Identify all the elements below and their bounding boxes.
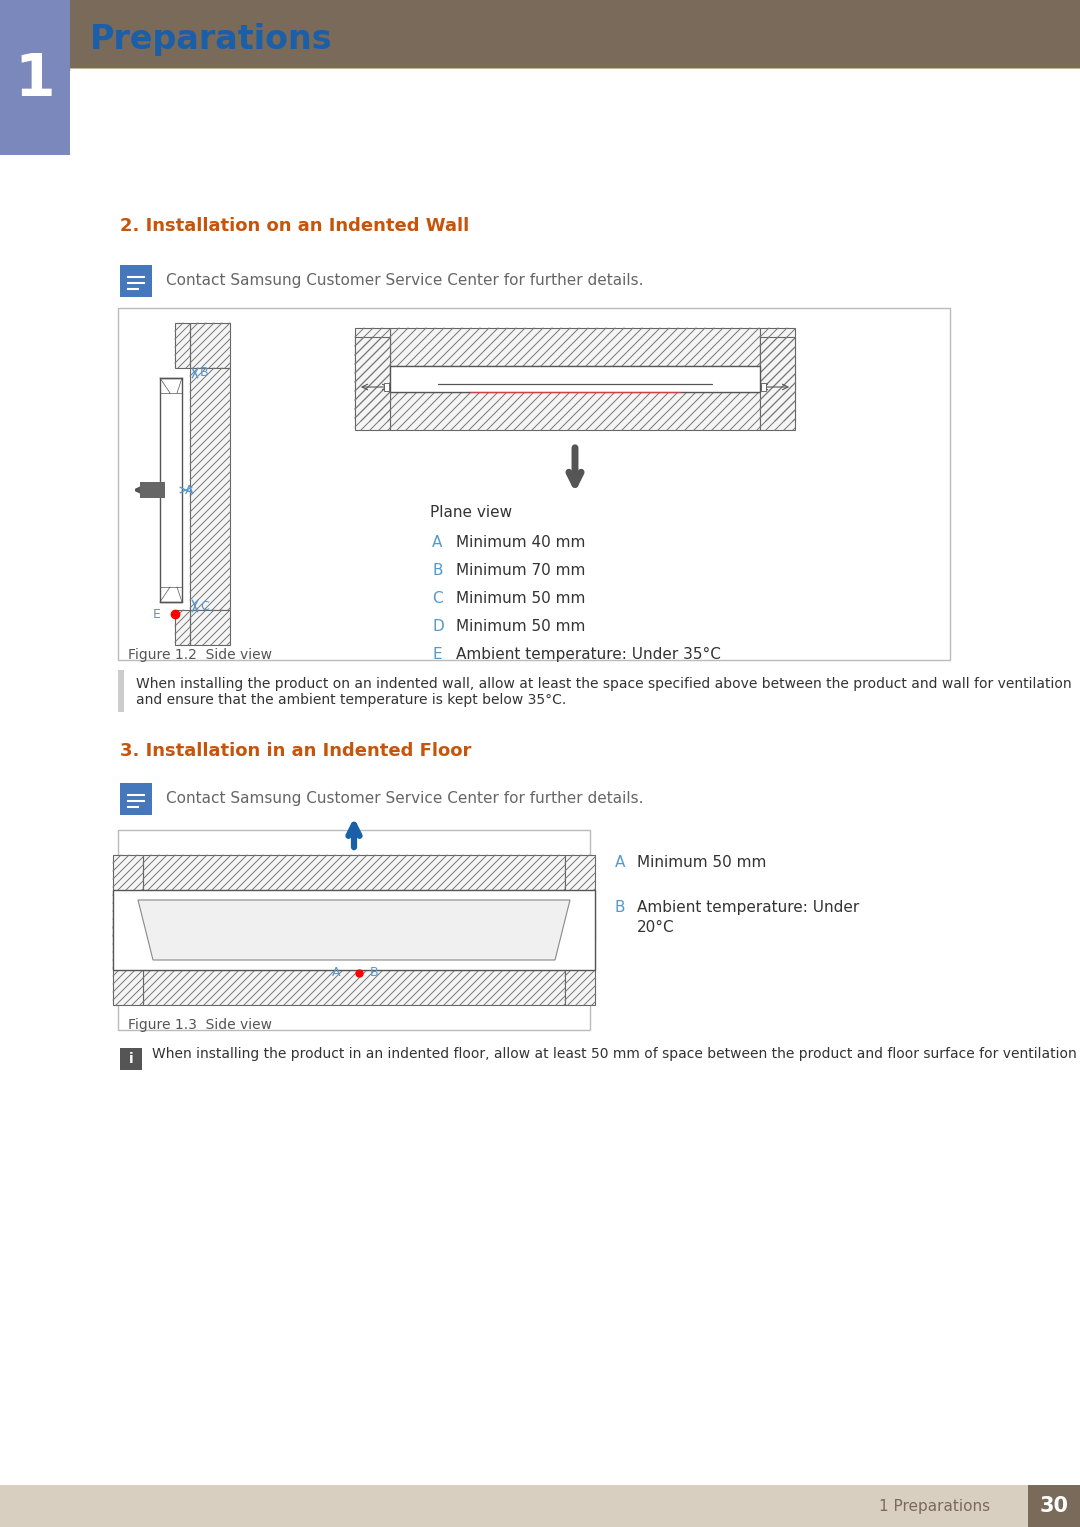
Text: A: A: [332, 967, 340, 979]
Text: Ambient temperature: Under: Ambient temperature: Under: [637, 899, 860, 915]
Bar: [113, 890, 595, 970]
Bar: [760, 328, 795, 421]
Text: Minimum 50 mm: Minimum 50 mm: [637, 855, 767, 870]
Text: D: D: [432, 618, 444, 634]
Bar: [190, 324, 230, 368]
Bar: [355, 328, 390, 421]
Text: Minimum 50 mm: Minimum 50 mm: [456, 591, 585, 606]
Bar: [390, 328, 760, 366]
Text: E: E: [153, 608, 161, 620]
Polygon shape: [138, 899, 570, 960]
Bar: [190, 368, 230, 609]
Text: When installing the product in an indented floor, allow at least 50 mm of space : When installing the product in an indent…: [152, 1048, 1080, 1061]
Text: B: B: [200, 366, 208, 380]
Bar: [0, 0, 70, 156]
Text: Contact Samsung Customer Service Center for further details.: Contact Samsung Customer Service Center …: [166, 273, 644, 289]
Bar: [175, 324, 190, 368]
Text: 1: 1: [15, 52, 55, 108]
Text: A: A: [185, 484, 193, 496]
Bar: [384, 383, 389, 391]
Bar: [0, 1484, 1080, 1527]
Bar: [118, 670, 124, 712]
Bar: [118, 308, 950, 660]
Text: A: A: [432, 534, 443, 550]
Text: Figure 1.2  Side view: Figure 1.2 Side view: [129, 647, 272, 663]
Bar: [143, 855, 565, 890]
Text: Contact Samsung Customer Service Center for further details.: Contact Samsung Customer Service Center …: [166, 791, 644, 806]
Bar: [70, 0, 1080, 69]
Bar: [1028, 1484, 1080, 1527]
Bar: [390, 392, 760, 431]
Text: B: B: [369, 967, 378, 979]
Text: When installing the product on an indented wall, allow at least the space specif: When installing the product on an indent…: [136, 676, 1071, 707]
Text: C: C: [200, 600, 208, 612]
Text: Ambient temperature: Under 35°C: Ambient temperature: Under 35°C: [456, 647, 720, 663]
Text: Minimum 70 mm: Minimum 70 mm: [456, 563, 585, 579]
Bar: [190, 609, 230, 644]
Bar: [118, 831, 590, 1031]
Text: 20°C: 20°C: [637, 919, 675, 935]
Bar: [143, 970, 565, 1005]
Text: Preparations: Preparations: [90, 23, 333, 56]
Bar: [761, 383, 766, 391]
Text: Minimum 50 mm: Minimum 50 mm: [456, 618, 585, 634]
Text: Figure 1.3  Side view: Figure 1.3 Side view: [129, 1019, 272, 1032]
Text: B: B: [615, 899, 625, 915]
Bar: [120, 783, 152, 815]
Bar: [565, 919, 595, 1005]
Bar: [120, 266, 152, 296]
Text: Minimum 40 mm: Minimum 40 mm: [456, 534, 585, 550]
Text: i: i: [129, 1052, 133, 1066]
Text: 2. Installation on an Indented Wall: 2. Installation on an Indented Wall: [120, 217, 469, 235]
Text: 1 Preparations: 1 Preparations: [879, 1498, 990, 1513]
Bar: [760, 337, 795, 431]
Bar: [140, 483, 165, 498]
Bar: [120, 1048, 141, 1070]
Text: E: E: [432, 647, 442, 663]
Bar: [390, 366, 760, 392]
Bar: [355, 337, 390, 431]
Text: C: C: [432, 591, 443, 606]
Text: 30: 30: [1039, 1496, 1068, 1516]
Bar: [113, 919, 143, 1005]
Text: Plane view: Plane view: [430, 505, 512, 521]
Bar: [175, 609, 190, 644]
Text: B: B: [432, 563, 443, 579]
Text: A: A: [615, 855, 625, 870]
Bar: [160, 379, 183, 602]
Bar: [113, 855, 143, 941]
Text: 3. Installation in an Indented Floor: 3. Installation in an Indented Floor: [120, 742, 471, 760]
Bar: [565, 855, 595, 941]
